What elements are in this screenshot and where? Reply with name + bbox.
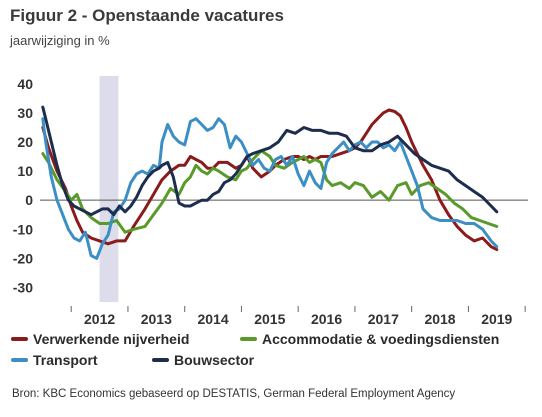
y-tick-label: -10 (13, 221, 33, 237)
x-tick-label: 2018 (424, 311, 455, 327)
legend-label: Verwerkende nijverheid (33, 331, 190, 347)
y-tick-label: 10 (17, 163, 33, 179)
chart-subtitle: jaarwijziging in % (10, 33, 110, 48)
x-tick-label: 2017 (368, 311, 399, 327)
x-tick-label: 2014 (197, 311, 228, 327)
legend-label: Accommodatie & voedingsdiensten (262, 331, 500, 347)
series-line-3 (41, 105, 499, 217)
legend-swatch (11, 358, 28, 363)
legend-label: Bouwsector (174, 352, 255, 368)
shaded-band (99, 76, 119, 302)
y-tick-label: 0 (25, 192, 33, 208)
legend-label: Transport (33, 352, 98, 368)
x-tick-label: 2012 (84, 311, 115, 327)
legend-item-transport: Transport (11, 352, 98, 368)
source-note: Bron: KBC Economics gebaseerd op DESTATI… (12, 388, 456, 400)
y-tick-label: -20 (13, 250, 33, 266)
legend-item-accommodatie: Accommodatie & voedingsdiensten (240, 331, 499, 347)
legend-item-verwerkende-nijverheid: Verwerkende nijverheid (11, 331, 189, 347)
line-chart: 40 30 20 10 0 -10 -20 -30 2012 2013 2014 2015 2016 20… (13, 76, 528, 327)
y-tick-label: -30 (13, 279, 33, 295)
y-tick-label: 20 (17, 134, 33, 150)
legend-swatch (152, 358, 169, 363)
series-line-1 (41, 149, 499, 234)
legend-swatch (240, 337, 257, 342)
legend-item-bouwsector: Bouwsector (152, 352, 254, 368)
y-tick-label: 30 (17, 105, 33, 121)
legend-swatch (11, 337, 28, 342)
series-line-0 (41, 108, 499, 252)
x-tick-label: 2013 (141, 311, 172, 327)
chart-title: Figuur 2 - Openstaande vacatures (10, 6, 284, 25)
x-tick-label: 2015 (254, 311, 285, 327)
x-tick-label: 2019 (481, 311, 512, 327)
y-tick-label: 40 (17, 76, 33, 92)
x-tick-label: 2016 (311, 311, 342, 327)
